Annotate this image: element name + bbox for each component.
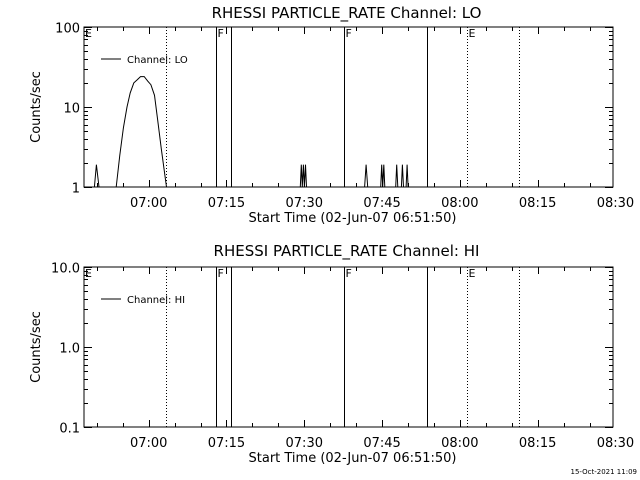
x-tick-label: 07:00	[130, 436, 167, 451]
x-tick-label: 07:30	[286, 436, 323, 451]
x-tick-label: 08:15	[519, 196, 556, 211]
x-axis-label: Start Time (02-Jun-07 06:51:50)	[249, 451, 457, 466]
event-marker-label: E	[469, 267, 476, 280]
x-tick-label: 07:15	[208, 436, 245, 451]
x-tick-label: 07:30	[286, 196, 323, 211]
x-axis-label: Start Time (02-Jun-07 06:51:50)	[249, 211, 457, 226]
y-tick-label: 1.0	[59, 342, 80, 357]
hi-channel-panel: RHESSI PARTICLE_RATE Channel: HI F F E E 07:0…	[29, 242, 634, 466]
x-tick-label: 08:15	[519, 436, 556, 451]
edge-marker-label: E	[85, 267, 92, 280]
chart-title: RHESSI PARTICLE_RATE Channel: LO	[212, 4, 482, 23]
y-tick-label: 1	[72, 182, 80, 197]
event-marker-label: F	[218, 27, 224, 40]
x-tick-label: 07:45	[363, 196, 400, 211]
y-axis-label: Counts/sec	[29, 71, 44, 143]
x-tick-label: 08:00	[441, 196, 478, 211]
x-tick-label: 08:30	[597, 196, 634, 211]
edge-marker-label: E	[85, 27, 92, 40]
x-tick-label: 07:45	[363, 436, 400, 451]
x-tick-label: 07:00	[130, 196, 167, 211]
event-marker-label: F	[346, 267, 352, 280]
y-tick-label: 10.0	[51, 262, 80, 277]
event-marker-label: E	[469, 27, 476, 40]
event-marker-label: F	[346, 27, 352, 40]
chart-title: RHESSI PARTICLE_RATE Channel: HI	[214, 242, 480, 261]
y-axis-label: Counts/sec	[29, 311, 44, 383]
footer-timestamp: 15-Oct-2021 11:09	[571, 468, 637, 476]
plot-frame	[83, 266, 614, 428]
event-marker-label: F	[218, 267, 224, 280]
y-tick-label: 100	[55, 22, 80, 37]
x-tick-label: 07:15	[208, 196, 245, 211]
legend-label: Channel: HI	[127, 295, 185, 306]
lo-channel-panel: RHESSI PARTICLE_RATE Channel: LO F F E E 07:0…	[29, 4, 634, 226]
legend-label: Channel: LO	[127, 55, 188, 66]
y-tick-label: 0.1	[59, 422, 80, 437]
series-line	[93, 76, 409, 188]
x-tick-label: 08:00	[441, 436, 478, 451]
x-tick-label: 08:30	[597, 436, 634, 451]
y-tick-label: 10	[63, 102, 80, 117]
